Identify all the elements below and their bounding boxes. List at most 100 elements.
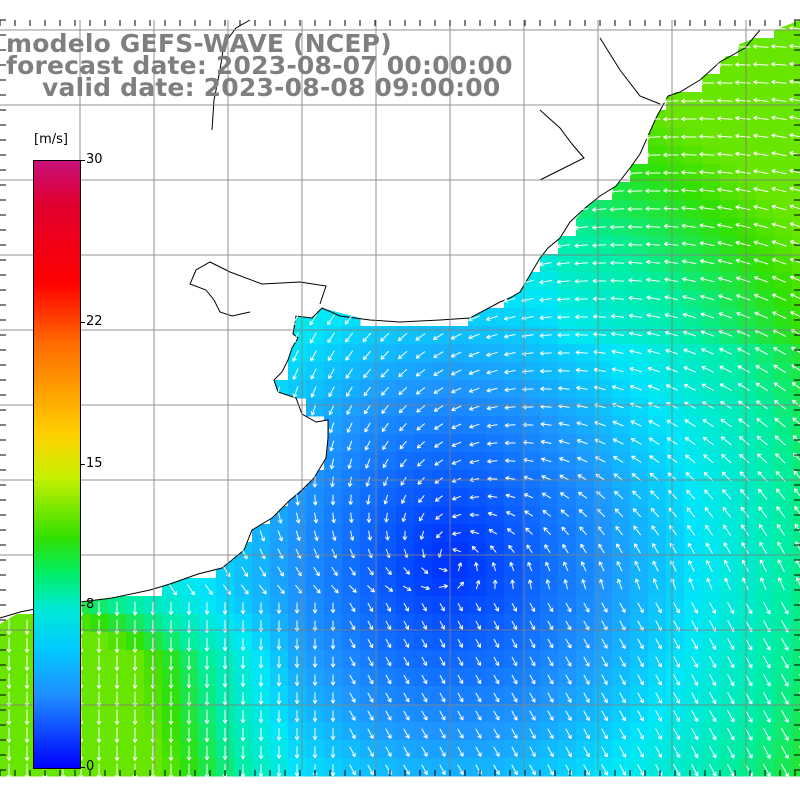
wind-arrow: [740, 488, 750, 500]
colorbar-tick-label: 15: [86, 455, 103, 471]
wind-arrow: [781, 709, 789, 723]
wind-arrow: [527, 561, 533, 572]
wind-arrow: [699, 134, 715, 139]
wind-arrow: [292, 368, 299, 380]
wind-arrow: [790, 311, 800, 318]
wind-arrow: [385, 728, 392, 739]
wind-arrow: [727, 746, 735, 759]
wind-arrow: [556, 261, 571, 267]
wind-arrow: [475, 656, 482, 667]
wind-arrow: [719, 365, 733, 373]
wind-arrow: [771, 61, 787, 67]
wind-arrow: [781, 673, 789, 687]
wind-arrow: [735, 80, 751, 85]
wind-arrow: [771, 168, 787, 175]
wind-arrow: [735, 44, 751, 50]
wind-arrow: [328, 386, 335, 398]
wind-arrow: [529, 656, 536, 667]
wind-arrow: [397, 332, 408, 342]
wind-arrow: [719, 383, 732, 391]
wind-arrow: [383, 494, 389, 505]
wind-arrow: [186, 709, 192, 725]
wind-arrow: [493, 638, 500, 648]
wind-arrow: [330, 638, 336, 650]
wind-arrow: [204, 584, 213, 596]
wind-arrow: [691, 746, 699, 759]
wind-arrow: [789, 240, 800, 246]
wind-arrow: [504, 422, 516, 428]
wind-arrow: [687, 542, 695, 554]
wind-arrow: [735, 258, 751, 265]
wind-arrow: [724, 577, 731, 590]
wind-arrow: [700, 312, 715, 319]
wind-arrow: [539, 368, 552, 374]
wind-arrow: [610, 313, 625, 319]
wind-arrow: [485, 315, 498, 322]
wind-arrow: [450, 369, 462, 376]
wind-arrow: [793, 488, 800, 497]
wind-arrow: [613, 473, 624, 481]
wind-arrow: [655, 728, 663, 740]
wind-arrow: [277, 566, 284, 577]
wind-arrow: [737, 365, 751, 373]
wind-arrow: [433, 369, 444, 376]
wind-arrow: [754, 293, 769, 301]
wind-arrow: [763, 691, 771, 705]
wind-arrow: [772, 293, 787, 301]
wind-arrow: [610, 242, 625, 248]
wind-arrow: [6, 763, 12, 779]
wind-arrow: [789, 168, 800, 174]
wind-arrow: [651, 525, 660, 536]
wind-arrow: [592, 260, 607, 266]
wind-arrow: [349, 764, 356, 776]
wind-arrow: [637, 746, 644, 758]
wind-arrow: [504, 351, 516, 357]
wind-arrow: [673, 656, 680, 668]
wind-arrow: [451, 423, 462, 430]
wind-arrow: [789, 275, 800, 282]
wind-arrow: [771, 222, 787, 229]
model-title: modelo GEFS-WAVE (NCEP): [6, 29, 392, 58]
wind-arrow: [6, 727, 12, 743]
wind-arrow: [780, 727, 789, 741]
wind-arrow: [313, 530, 319, 542]
wind-arrow: [562, 544, 569, 554]
wind-arrow: [720, 436, 732, 446]
wind-arrow: [433, 351, 444, 358]
wind-arrow: [559, 474, 570, 481]
wind-arrow: [681, 241, 697, 247]
wind-arrow: [709, 764, 717, 777]
wind-arrow: [329, 458, 335, 470]
wind-arrow: [763, 674, 771, 687]
wind-arrow: [776, 506, 786, 518]
wind-arrow: [541, 492, 552, 499]
wind-arrow: [451, 387, 462, 394]
wind-arrow: [613, 456, 624, 463]
wind-arrow: [529, 746, 536, 758]
wind-arrow: [699, 223, 715, 229]
wind-arrow: [631, 455, 642, 463]
wind-arrow: [204, 638, 210, 652]
wind-arrow: [457, 764, 464, 776]
wind-arrow: [403, 638, 410, 648]
wind-arrow: [673, 602, 680, 614]
wind-arrow: [705, 524, 714, 536]
wind-arrow: [673, 674, 680, 686]
wind-arrow: [709, 710, 717, 723]
wind-arrow: [258, 602, 264, 615]
wind-arrow: [328, 404, 335, 416]
wind-arrow: [634, 578, 641, 590]
wind-arrow: [349, 585, 357, 593]
wind-arrow: [416, 405, 426, 413]
wind-arrow: [619, 638, 626, 650]
wind-arrow: [673, 692, 680, 704]
field-cell: [792, 92, 800, 111]
wind-arrow: [114, 673, 120, 689]
wind-arrow: [727, 763, 735, 777]
wind-arrow: [556, 279, 571, 285]
wind-arrow: [277, 530, 283, 542]
wind-arrow: [240, 745, 246, 760]
wind-arrow: [241, 548, 248, 560]
wind-arrow: [637, 656, 644, 668]
wind-arrow: [419, 512, 425, 522]
